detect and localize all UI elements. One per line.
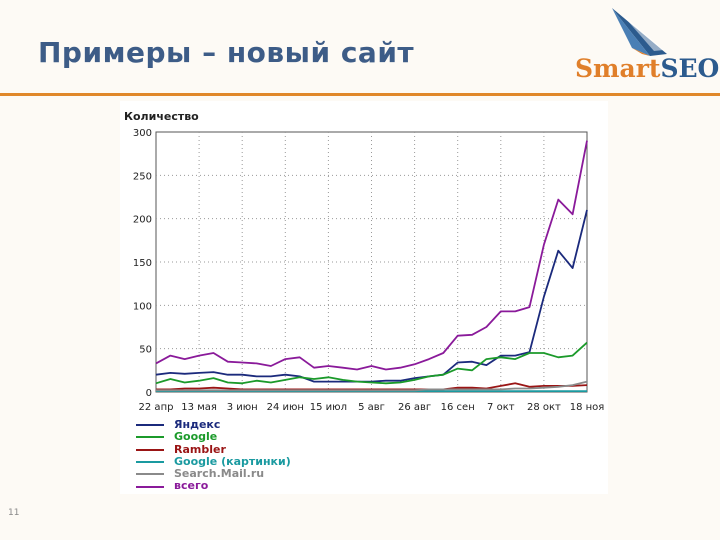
legend-swatch: [136, 473, 164, 476]
legend-item: Search.Mail.ru: [136, 467, 291, 481]
legend-item: всего: [136, 480, 291, 492]
x-tick-label: 7 окт: [487, 402, 515, 413]
legend-swatch: [136, 436, 164, 439]
title-rule: [0, 93, 720, 96]
legend-label: Google (картинки): [174, 454, 291, 468]
y-tick-label: 50: [139, 345, 152, 356]
legend-swatch: [136, 461, 164, 464]
x-tick-label: 18 ноя: [570, 402, 605, 413]
legend-label: Rambler: [174, 442, 226, 456]
legend-swatch: [136, 424, 164, 427]
series-line: [155, 341, 588, 385]
x-tick-label: 13 мая: [181, 402, 217, 413]
page-number: 11: [8, 508, 20, 518]
y-tick-label: 100: [133, 301, 152, 312]
y-tick-label: 150: [133, 258, 152, 269]
x-tick-label: 22 апр: [139, 402, 174, 413]
legend-item: Яндекс: [136, 418, 291, 431]
logo-text-smart: Smart: [575, 54, 661, 83]
y-tick-label: 200: [133, 215, 152, 226]
y-axis-label: Количество: [124, 110, 199, 123]
legend-label: Яндекс: [174, 418, 221, 431]
legend-label: Google: [174, 430, 218, 444]
x-tick-label: 5 авг: [358, 402, 385, 413]
x-tick-label: 26 авг: [398, 402, 431, 413]
x-tick-label: 15 июл: [310, 402, 347, 413]
legend-item: Rambler: [136, 442, 291, 456]
x-tick-label: 16 сен: [441, 402, 475, 413]
legend-swatch: [136, 485, 164, 488]
y-tick-label: 0: [146, 388, 152, 399]
legend-item: Google: [136, 430, 291, 444]
logo-text-seo: SEO: [660, 54, 720, 83]
line-chart: Количество 0 50 100 150 200 250 300 22 апр 13 ма…: [124, 110, 605, 413]
legend-label: Search.Mail.ru: [174, 467, 265, 481]
slide-title: Примеры – новый сайт: [38, 36, 415, 69]
legend-item: Google (картинки): [136, 454, 291, 468]
y-tick-label: 250: [133, 171, 152, 182]
x-tick-label: 3 июн: [227, 402, 258, 413]
y-tick-label: 300: [133, 128, 152, 139]
chart-panel: Количество 0 50 100 150 200 250 300 22 апр 13 ма…: [120, 101, 608, 494]
legend-swatch: [136, 448, 164, 451]
legend-label: всего: [174, 479, 209, 493]
x-tick-label: 24 июн: [267, 402, 304, 413]
sail-logo-icon: [612, 8, 667, 56]
series-line: [155, 140, 588, 371]
chart-legend: Яндекс Google Rambler Google (картинки) Sear…: [136, 418, 291, 493]
x-tick-label: 28 окт: [527, 402, 561, 413]
series-line: [156, 380, 588, 392]
